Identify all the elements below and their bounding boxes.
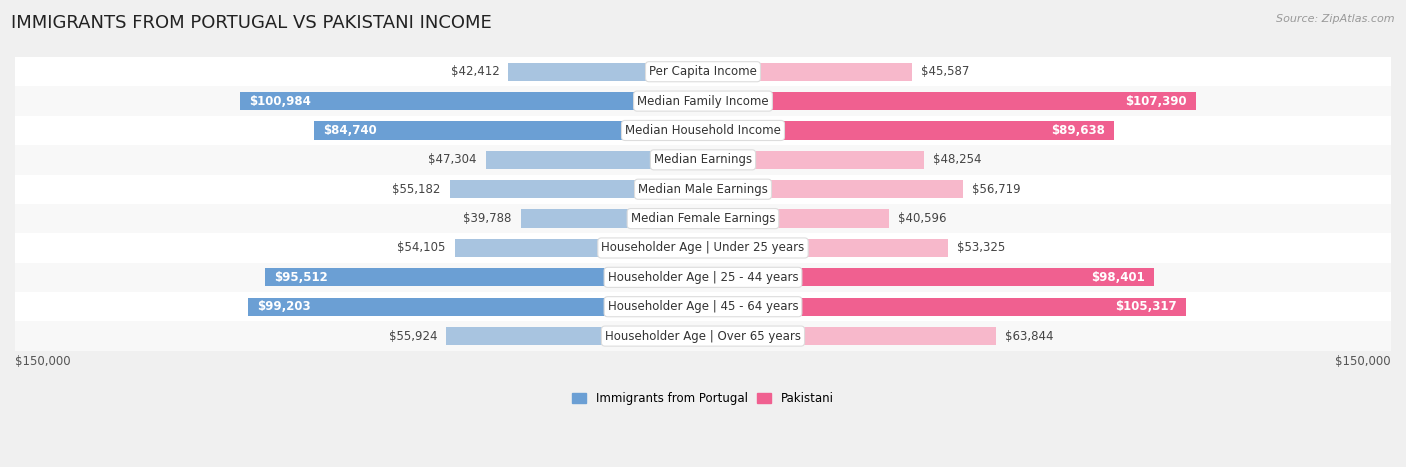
Text: Median Earnings: Median Earnings [654, 153, 752, 166]
Bar [703, 180, 963, 198]
Text: $48,254: $48,254 [934, 153, 981, 166]
FancyBboxPatch shape [6, 321, 1400, 351]
Bar [703, 92, 1195, 110]
FancyBboxPatch shape [6, 145, 1400, 175]
Text: $47,304: $47,304 [429, 153, 477, 166]
Text: $84,740: $84,740 [323, 124, 377, 137]
Bar [703, 268, 1154, 286]
Text: Source: ZipAtlas.com: Source: ZipAtlas.com [1277, 14, 1395, 24]
Text: $39,788: $39,788 [463, 212, 512, 225]
Bar [703, 297, 1187, 316]
Text: $95,512: $95,512 [274, 271, 328, 284]
FancyBboxPatch shape [6, 175, 1400, 204]
FancyBboxPatch shape [6, 292, 1400, 321]
Text: $54,105: $54,105 [398, 241, 446, 255]
Bar [447, 327, 703, 345]
Bar [703, 151, 924, 169]
Bar [486, 151, 703, 169]
Text: $40,596: $40,596 [898, 212, 946, 225]
FancyBboxPatch shape [6, 204, 1400, 234]
Bar [703, 63, 912, 81]
FancyBboxPatch shape [6, 234, 1400, 262]
Text: Median Male Earnings: Median Male Earnings [638, 183, 768, 196]
Text: $99,203: $99,203 [257, 300, 311, 313]
Text: $100,984: $100,984 [249, 95, 311, 107]
Text: $63,844: $63,844 [1005, 330, 1053, 343]
Text: Per Capita Income: Per Capita Income [650, 65, 756, 78]
Text: $55,182: $55,182 [392, 183, 440, 196]
FancyBboxPatch shape [6, 116, 1400, 145]
Text: $150,000: $150,000 [15, 354, 70, 368]
Text: $89,638: $89,638 [1052, 124, 1105, 137]
Text: $45,587: $45,587 [921, 65, 970, 78]
Text: Householder Age | 45 - 64 years: Householder Age | 45 - 64 years [607, 300, 799, 313]
Bar [703, 239, 948, 257]
Text: Householder Age | 25 - 44 years: Householder Age | 25 - 44 years [607, 271, 799, 284]
Bar [703, 121, 1114, 140]
Bar [509, 63, 703, 81]
Text: $150,000: $150,000 [1336, 354, 1391, 368]
Bar [264, 268, 703, 286]
Bar [247, 297, 703, 316]
FancyBboxPatch shape [6, 86, 1400, 116]
Text: $107,390: $107,390 [1125, 95, 1187, 107]
Bar [240, 92, 703, 110]
FancyBboxPatch shape [6, 262, 1400, 292]
Text: $53,325: $53,325 [956, 241, 1005, 255]
Bar [450, 180, 703, 198]
Bar [520, 210, 703, 228]
Bar [703, 327, 995, 345]
Text: $42,412: $42,412 [450, 65, 499, 78]
Text: Householder Age | Under 25 years: Householder Age | Under 25 years [602, 241, 804, 255]
Text: Householder Age | Over 65 years: Householder Age | Over 65 years [605, 330, 801, 343]
Text: Median Family Income: Median Family Income [637, 95, 769, 107]
Text: Median Household Income: Median Household Income [626, 124, 780, 137]
Bar [454, 239, 703, 257]
Text: $56,719: $56,719 [973, 183, 1021, 196]
Bar [315, 121, 703, 140]
FancyBboxPatch shape [6, 57, 1400, 86]
Bar [703, 210, 889, 228]
Text: Median Female Earnings: Median Female Earnings [631, 212, 775, 225]
Text: $105,317: $105,317 [1115, 300, 1177, 313]
Text: $98,401: $98,401 [1091, 271, 1144, 284]
Text: IMMIGRANTS FROM PORTUGAL VS PAKISTANI INCOME: IMMIGRANTS FROM PORTUGAL VS PAKISTANI IN… [11, 14, 492, 32]
Legend: Immigrants from Portugal, Pakistani: Immigrants from Portugal, Pakistani [568, 387, 838, 410]
Text: $55,924: $55,924 [389, 330, 437, 343]
